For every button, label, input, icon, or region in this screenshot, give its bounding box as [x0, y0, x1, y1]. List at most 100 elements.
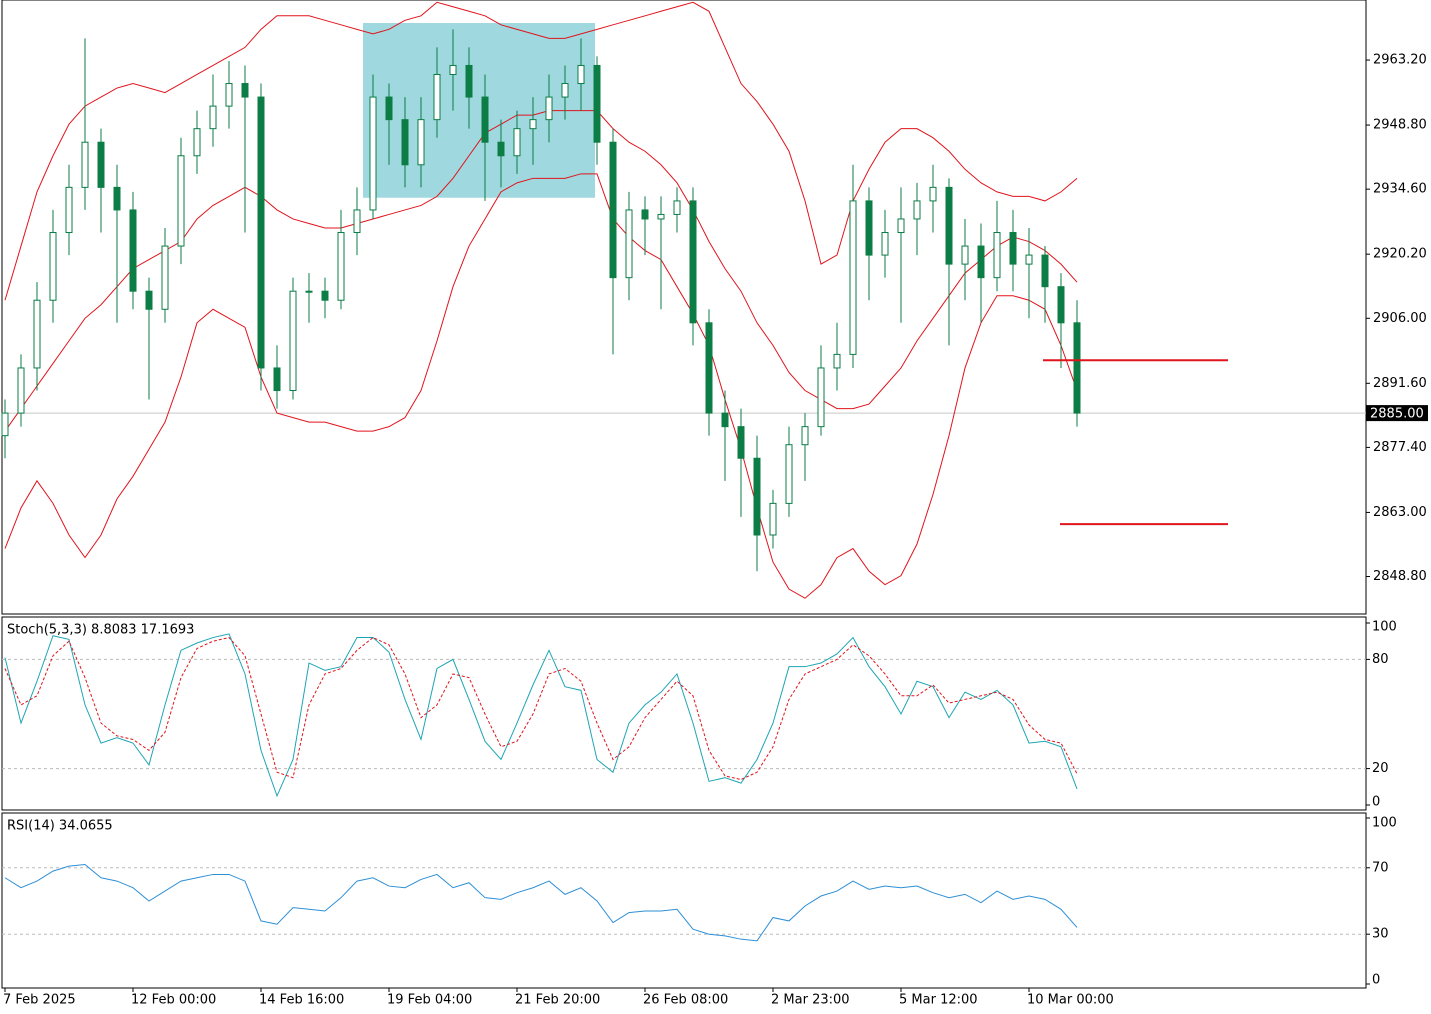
- candle-body: [449, 64, 457, 75]
- x-tick-label: 5 Mar 12:00: [899, 993, 978, 1008]
- candle-body: [497, 141, 505, 157]
- current-price-label: 2885.00: [1370, 407, 1424, 422]
- candle-body: [897, 218, 905, 234]
- y-tick-label: 2963.20: [1373, 53, 1427, 68]
- candle-body: [641, 209, 649, 220]
- x-tick-label: 14 Feb 16:00: [259, 993, 344, 1008]
- bollinger-upper: [4, 1, 1078, 301]
- candle-body: [513, 128, 521, 157]
- candle-body: [785, 444, 793, 504]
- y-tick-label: 0: [1372, 795, 1380, 810]
- candle-body: [177, 155, 185, 247]
- y-tick-label: 2848.80: [1373, 569, 1427, 584]
- y-tick-label: 2948.80: [1373, 118, 1427, 133]
- candle-body: [417, 119, 425, 166]
- panel-title: Stoch(5,3,3) 8.8083 17.1693: [7, 623, 194, 638]
- candle-body: [593, 64, 601, 143]
- panel-title: RSI(14) 34.0655: [7, 819, 113, 834]
- candle-body: [369, 96, 377, 211]
- x-tick-label: 10 Mar 00:00: [1027, 993, 1114, 1008]
- candle-body: [625, 209, 633, 279]
- candle-body: [433, 73, 441, 121]
- candle-body: [97, 141, 105, 188]
- candle-body: [1057, 286, 1065, 324]
- panel-frame: [1, 0, 1367, 615]
- candle-body: [1, 412, 9, 437]
- candle-body: [273, 367, 281, 392]
- y-tick-label: 2863.00: [1373, 505, 1427, 520]
- candle-body: [977, 245, 985, 279]
- y-tick-label: 2877.40: [1373, 440, 1427, 455]
- x-tick-label: 21 Feb 20:00: [515, 993, 600, 1008]
- candle-body: [1073, 322, 1081, 414]
- y-tick-label: 30: [1372, 927, 1389, 942]
- candle-body: [353, 209, 361, 234]
- candle-body: [673, 200, 681, 215]
- indicator-line: [4, 633, 1078, 798]
- y-tick-label: 80: [1372, 652, 1389, 667]
- indicator-line: [4, 636, 1078, 781]
- candle-body: [561, 83, 569, 98]
- candle-body: [1009, 232, 1017, 265]
- y-tick-label: 100: [1372, 620, 1397, 635]
- candle-body: [529, 119, 537, 130]
- candle-body: [81, 141, 89, 188]
- candle-body: [401, 119, 409, 166]
- candle-body: [65, 186, 73, 234]
- candle-body: [801, 426, 809, 446]
- candle-body: [305, 290, 313, 293]
- panel-frame: [1, 616, 1367, 811]
- candle-body: [49, 232, 57, 301]
- candle-body: [705, 322, 713, 414]
- candle-body: [1041, 254, 1049, 288]
- candle-body: [113, 186, 121, 211]
- candle-body: [145, 290, 153, 310]
- y-tick-label: 70: [1372, 860, 1389, 875]
- candle-body: [689, 200, 697, 324]
- candle-body: [833, 353, 841, 369]
- candle-body: [657, 213, 665, 220]
- candle-body: [881, 232, 889, 256]
- y-tick-label: 2906.00: [1373, 311, 1427, 326]
- y-tick-label: 100: [1372, 816, 1397, 831]
- candle-body: [161, 245, 169, 310]
- candle-body: [609, 141, 617, 279]
- candle-body: [289, 290, 297, 392]
- y-tick-label: 2934.60: [1373, 182, 1427, 197]
- candle-body: [817, 367, 825, 428]
- y-tick-label: 2891.60: [1373, 376, 1427, 391]
- candle-body: [1025, 254, 1033, 265]
- candle-body: [33, 299, 41, 369]
- candle-body: [321, 290, 329, 301]
- candle-body: [193, 128, 201, 157]
- x-tick-label: 26 Feb 08:00: [643, 993, 728, 1008]
- candle-body: [257, 96, 265, 369]
- x-tick-label: 19 Feb 04:00: [387, 993, 472, 1008]
- panel-frame: [1, 812, 1367, 989]
- candle-body: [737, 426, 745, 459]
- candle-body: [465, 64, 473, 98]
- current-price-box: [1366, 405, 1428, 422]
- candle-body: [337, 232, 345, 301]
- y-tick-label: 0: [1372, 973, 1380, 988]
- candle-body: [225, 83, 233, 107]
- candle-body: [545, 96, 553, 121]
- candle-body: [753, 457, 761, 536]
- candle-body: [865, 200, 873, 256]
- y-tick-label: 2920.20: [1373, 247, 1427, 262]
- candle-body: [385, 96, 393, 121]
- x-tick-label: 2 Mar 23:00: [771, 993, 850, 1008]
- candle-body: [769, 502, 777, 536]
- candle-body: [849, 200, 857, 355]
- candle-body: [993, 232, 1001, 279]
- candle-body: [913, 200, 921, 220]
- x-tick-label: 7 Feb 2025: [3, 993, 76, 1008]
- candle-body: [129, 209, 137, 292]
- candle-body: [961, 245, 969, 265]
- candle-body: [209, 105, 217, 130]
- candle-body: [945, 186, 953, 265]
- candle-body: [241, 83, 249, 98]
- candle-body: [721, 412, 729, 428]
